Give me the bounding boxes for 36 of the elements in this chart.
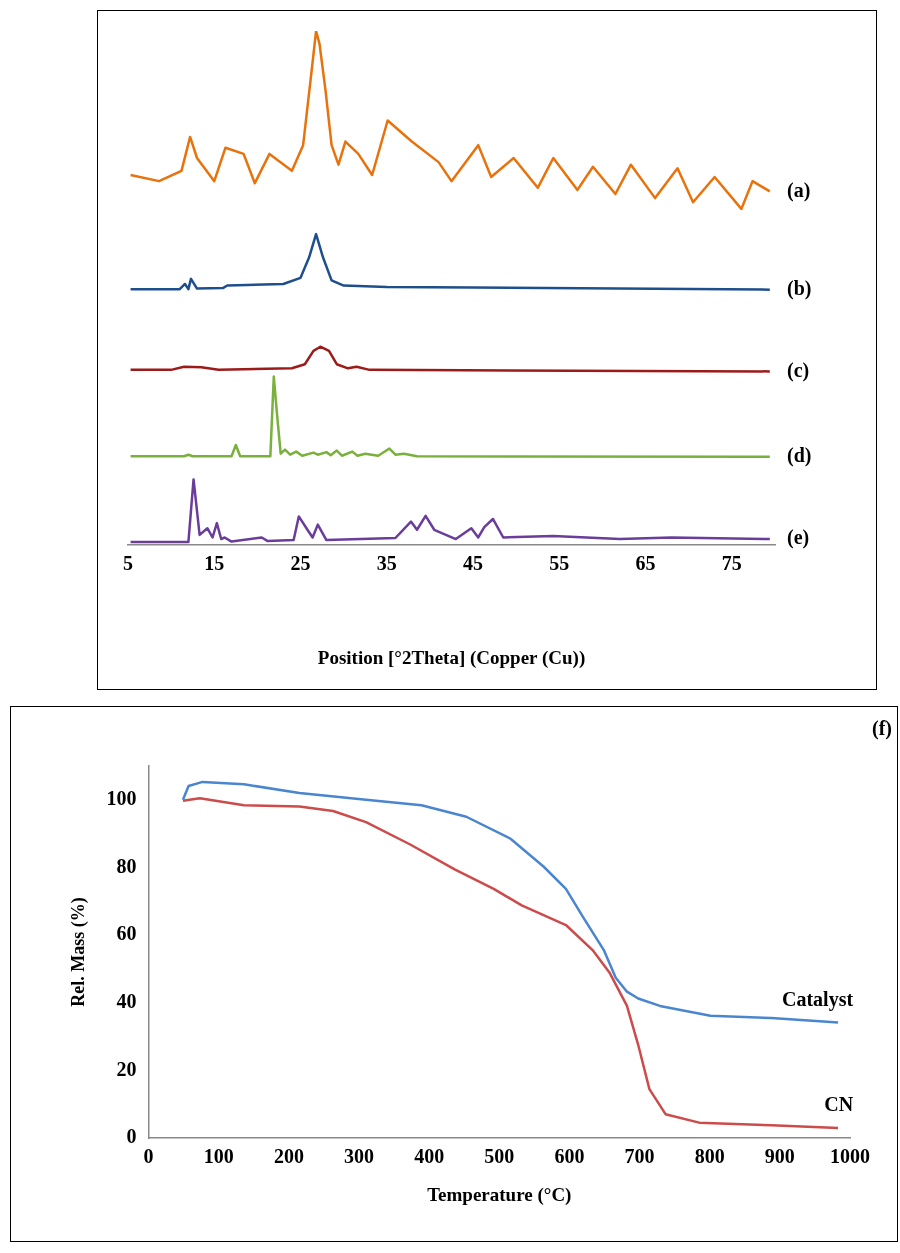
x-tick-label: 35 <box>376 552 397 575</box>
x-tick-label: 45 <box>463 552 484 575</box>
y-tick-label: 0 <box>126 1125 137 1148</box>
x-tick-label: 800 <box>694 1145 725 1168</box>
x-tick-label: 75 <box>721 552 742 575</box>
series-label: CN <box>824 1093 854 1116</box>
x-tick-label: 5 <box>123 552 133 575</box>
y-axis-title: Rel. Mass (%) <box>68 897 90 1007</box>
x-tick-label: 65 <box>635 552 656 575</box>
y-tick-label: 20 <box>116 1057 137 1080</box>
x-tick-label: 0 <box>143 1145 154 1168</box>
x-tick-label: 300 <box>344 1145 375 1168</box>
x-tick-label: 900 <box>764 1145 795 1168</box>
x-tick-label: 500 <box>484 1145 515 1168</box>
series-label: (c) <box>787 358 810 382</box>
y-tick-label: 100 <box>106 787 137 810</box>
x-tick-label: 200 <box>273 1145 304 1168</box>
y-tick-label: 60 <box>116 922 137 945</box>
series-label: (d) <box>787 443 812 467</box>
series-label: (e) <box>787 526 810 550</box>
x-tick-label: 400 <box>414 1145 445 1168</box>
y-tick-label: 80 <box>116 854 137 877</box>
x-axis-title: Temperature (°C) <box>427 1183 572 1206</box>
x-tick-label: 100 <box>203 1145 234 1168</box>
x-tick-label: 600 <box>554 1145 585 1168</box>
series-label: (b) <box>787 276 812 300</box>
y-tick-label: 40 <box>116 990 137 1013</box>
x-tick-label: 1000 <box>830 1145 870 1168</box>
series-label: Catalyst <box>781 987 854 1011</box>
x-tick-label: 25 <box>290 552 311 575</box>
x-tick-label: 15 <box>204 552 225 575</box>
x-axis-title: Position [°2Theta] (Copper (Cu)) <box>317 646 586 669</box>
text: (f) <box>872 717 892 741</box>
x-tick-label: 700 <box>624 1145 655 1168</box>
x-tick-label: 55 <box>549 552 570 575</box>
series-label: (a) <box>787 178 811 202</box>
